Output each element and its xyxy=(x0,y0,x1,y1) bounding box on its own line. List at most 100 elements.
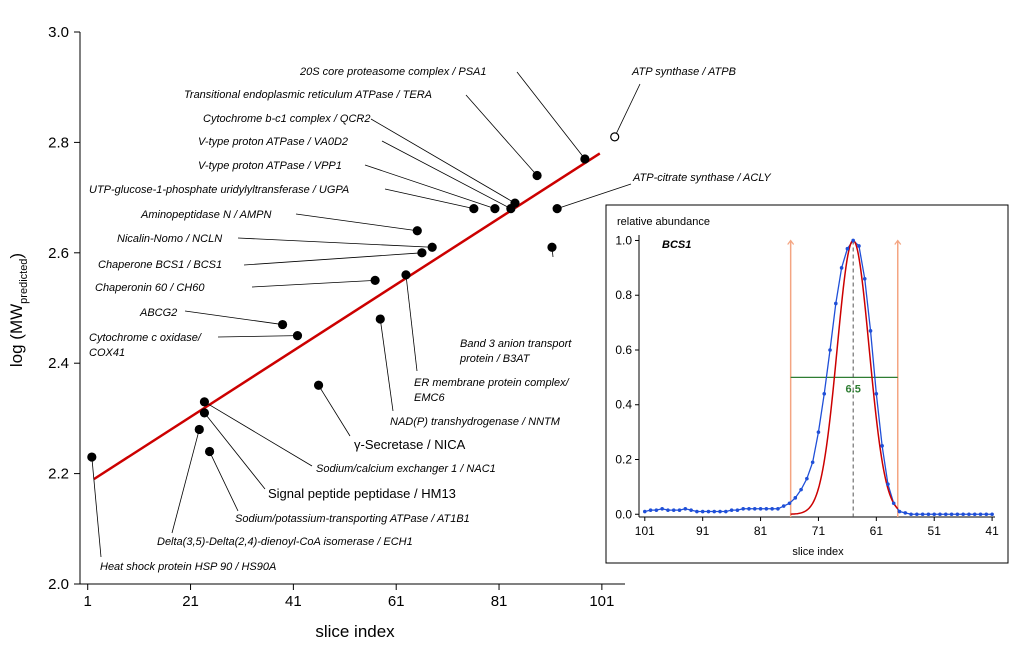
profile-point xyxy=(857,244,861,248)
profile-point xyxy=(729,508,734,512)
profile-point xyxy=(834,301,838,306)
profile-point xyxy=(770,506,774,511)
inset-x-tick-label: 71 xyxy=(812,524,826,538)
leader-line xyxy=(184,310,283,325)
data-point xyxy=(552,204,562,214)
profile-point xyxy=(724,509,728,514)
inset-y-tick-label: 0.0 xyxy=(615,507,632,521)
leader-line xyxy=(237,237,433,248)
leader-line xyxy=(171,429,200,534)
point-label: Aminopeptidase N / AMPN xyxy=(140,209,271,221)
leader-line xyxy=(379,318,394,412)
leader-line xyxy=(614,83,641,138)
profile-point xyxy=(949,512,954,517)
data-point xyxy=(87,452,97,462)
point-label: ER membrane protein complex/ xyxy=(414,377,570,389)
point-label: V-type proton ATPase / VPP1 xyxy=(198,160,342,172)
profile-point xyxy=(903,511,908,515)
inset-frame xyxy=(605,204,1009,564)
profile-point xyxy=(972,512,977,517)
y-axis-label: log (MWpredicted) xyxy=(7,253,30,367)
profile-point xyxy=(909,512,913,517)
data-point xyxy=(313,380,324,390)
profile-point xyxy=(822,391,827,396)
inset-x-tick-label: 61 xyxy=(870,524,884,538)
data-point xyxy=(292,331,303,341)
leader-line xyxy=(204,412,266,490)
leader-line xyxy=(557,183,632,210)
window-cap xyxy=(894,239,902,245)
inset-y-tick-label: 0.6 xyxy=(615,343,632,357)
profile-point xyxy=(805,476,809,481)
profile-point xyxy=(839,266,844,270)
data-point xyxy=(401,270,411,280)
data-point xyxy=(490,204,500,214)
point-label: Signal peptide peptidase / HM13 xyxy=(268,486,456,501)
y-tick-label: 2.0 xyxy=(48,576,69,593)
profile-point xyxy=(666,508,670,512)
inset-x-tick-label: 101 xyxy=(635,524,655,538)
data-point xyxy=(417,248,427,258)
profile-point xyxy=(764,506,769,511)
inset-y-tick-label: 1.0 xyxy=(615,233,632,247)
leader-line xyxy=(384,188,474,210)
point-label: protein / B3AT xyxy=(459,353,531,365)
profile-point xyxy=(648,508,653,512)
leader-line xyxy=(204,401,313,467)
leader-line xyxy=(370,118,516,204)
data-point xyxy=(204,446,215,457)
data-point xyxy=(375,314,385,324)
y-tick-label: 2.2 xyxy=(48,466,69,483)
leader-line xyxy=(318,385,351,437)
point-label: Chaperonin 60 / CH60 xyxy=(95,282,205,294)
profile-point xyxy=(758,506,763,511)
inset-x-tick-label: 81 xyxy=(754,524,768,538)
profile-point xyxy=(851,238,855,243)
profile-point xyxy=(932,512,937,517)
point-label: Cytochrome c oxidase/ xyxy=(89,332,202,344)
point-label: Sodium/potassium-transporting ATPase / A… xyxy=(235,513,470,525)
profile-point xyxy=(874,391,879,396)
y-tick-label: 2.8 xyxy=(48,134,69,151)
profile-point xyxy=(787,501,792,506)
profile-point xyxy=(862,277,867,281)
profile-point xyxy=(920,512,925,517)
leader-line xyxy=(251,280,376,288)
profile-point xyxy=(793,496,798,500)
x-tick-label: 81 xyxy=(491,593,508,610)
data-point xyxy=(412,226,422,236)
data-point xyxy=(547,242,557,252)
profile-point xyxy=(880,444,884,448)
leader-line xyxy=(209,451,239,512)
inset-plot: 0.0 0.2 0.4 0.6 0.8 1.0 101 91 81 71 61 51 41 6.5 xyxy=(615,233,999,538)
profile-point xyxy=(886,482,890,486)
leader-line xyxy=(364,164,496,210)
profile-point xyxy=(845,246,850,251)
data-point xyxy=(532,170,542,181)
profile-point xyxy=(695,509,699,514)
profile-point xyxy=(868,329,873,333)
data-point xyxy=(610,132,620,142)
profile-point xyxy=(891,501,896,506)
fwhm-label: 6.5 xyxy=(846,383,861,395)
profile-point xyxy=(978,512,983,517)
leader-line xyxy=(217,335,298,338)
profile-point xyxy=(984,512,989,517)
point-label: Transitional endoplasmic reticulum ATPas… xyxy=(184,89,432,101)
data-point xyxy=(277,319,288,330)
profile-point xyxy=(712,509,717,514)
leader-line xyxy=(516,71,586,160)
profile-point xyxy=(990,512,994,517)
point-label: Heat shock protein HSP 90 / HS90A xyxy=(100,561,276,573)
data-point xyxy=(194,424,204,435)
data-point xyxy=(199,397,210,407)
inset-y-label: relative abundance xyxy=(617,216,710,228)
x-tick-label: 21 xyxy=(182,593,199,610)
point-label: Band 3 anion transport xyxy=(460,338,572,350)
point-label: ATP-citrate synthase / ACLY xyxy=(632,172,771,184)
profile-point xyxy=(943,512,948,517)
point-label: 20S core proteasome complex / PSA1 xyxy=(299,66,486,78)
point-label: Delta(3,5)-Delta(2,4)-dienoyl-CoA isomer… xyxy=(157,536,413,548)
profile-point xyxy=(747,506,751,511)
